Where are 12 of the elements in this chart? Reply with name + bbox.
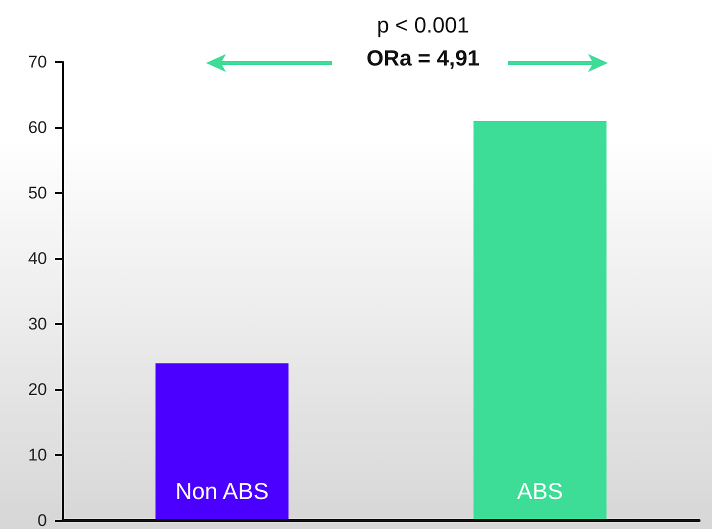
- x-tick-label: Non ABS: [175, 478, 269, 504]
- y-tick-label: 30: [28, 314, 47, 334]
- y-tick-label: 0: [38, 511, 47, 529]
- y-tick-label: 40: [28, 249, 47, 268]
- y-tick-label: 70: [28, 52, 47, 72]
- annotation: ORa = 4,91: [366, 46, 480, 70]
- y-tick-label: 20: [28, 380, 47, 399]
- text: p < 0.001: [376, 12, 470, 38]
- x-tick-label: ABS: [516, 478, 564, 504]
- y-tick-label: 10: [28, 446, 47, 464]
- y-tick-label: 60: [28, 118, 47, 137]
- y-tick-label: 50: [28, 184, 47, 202]
